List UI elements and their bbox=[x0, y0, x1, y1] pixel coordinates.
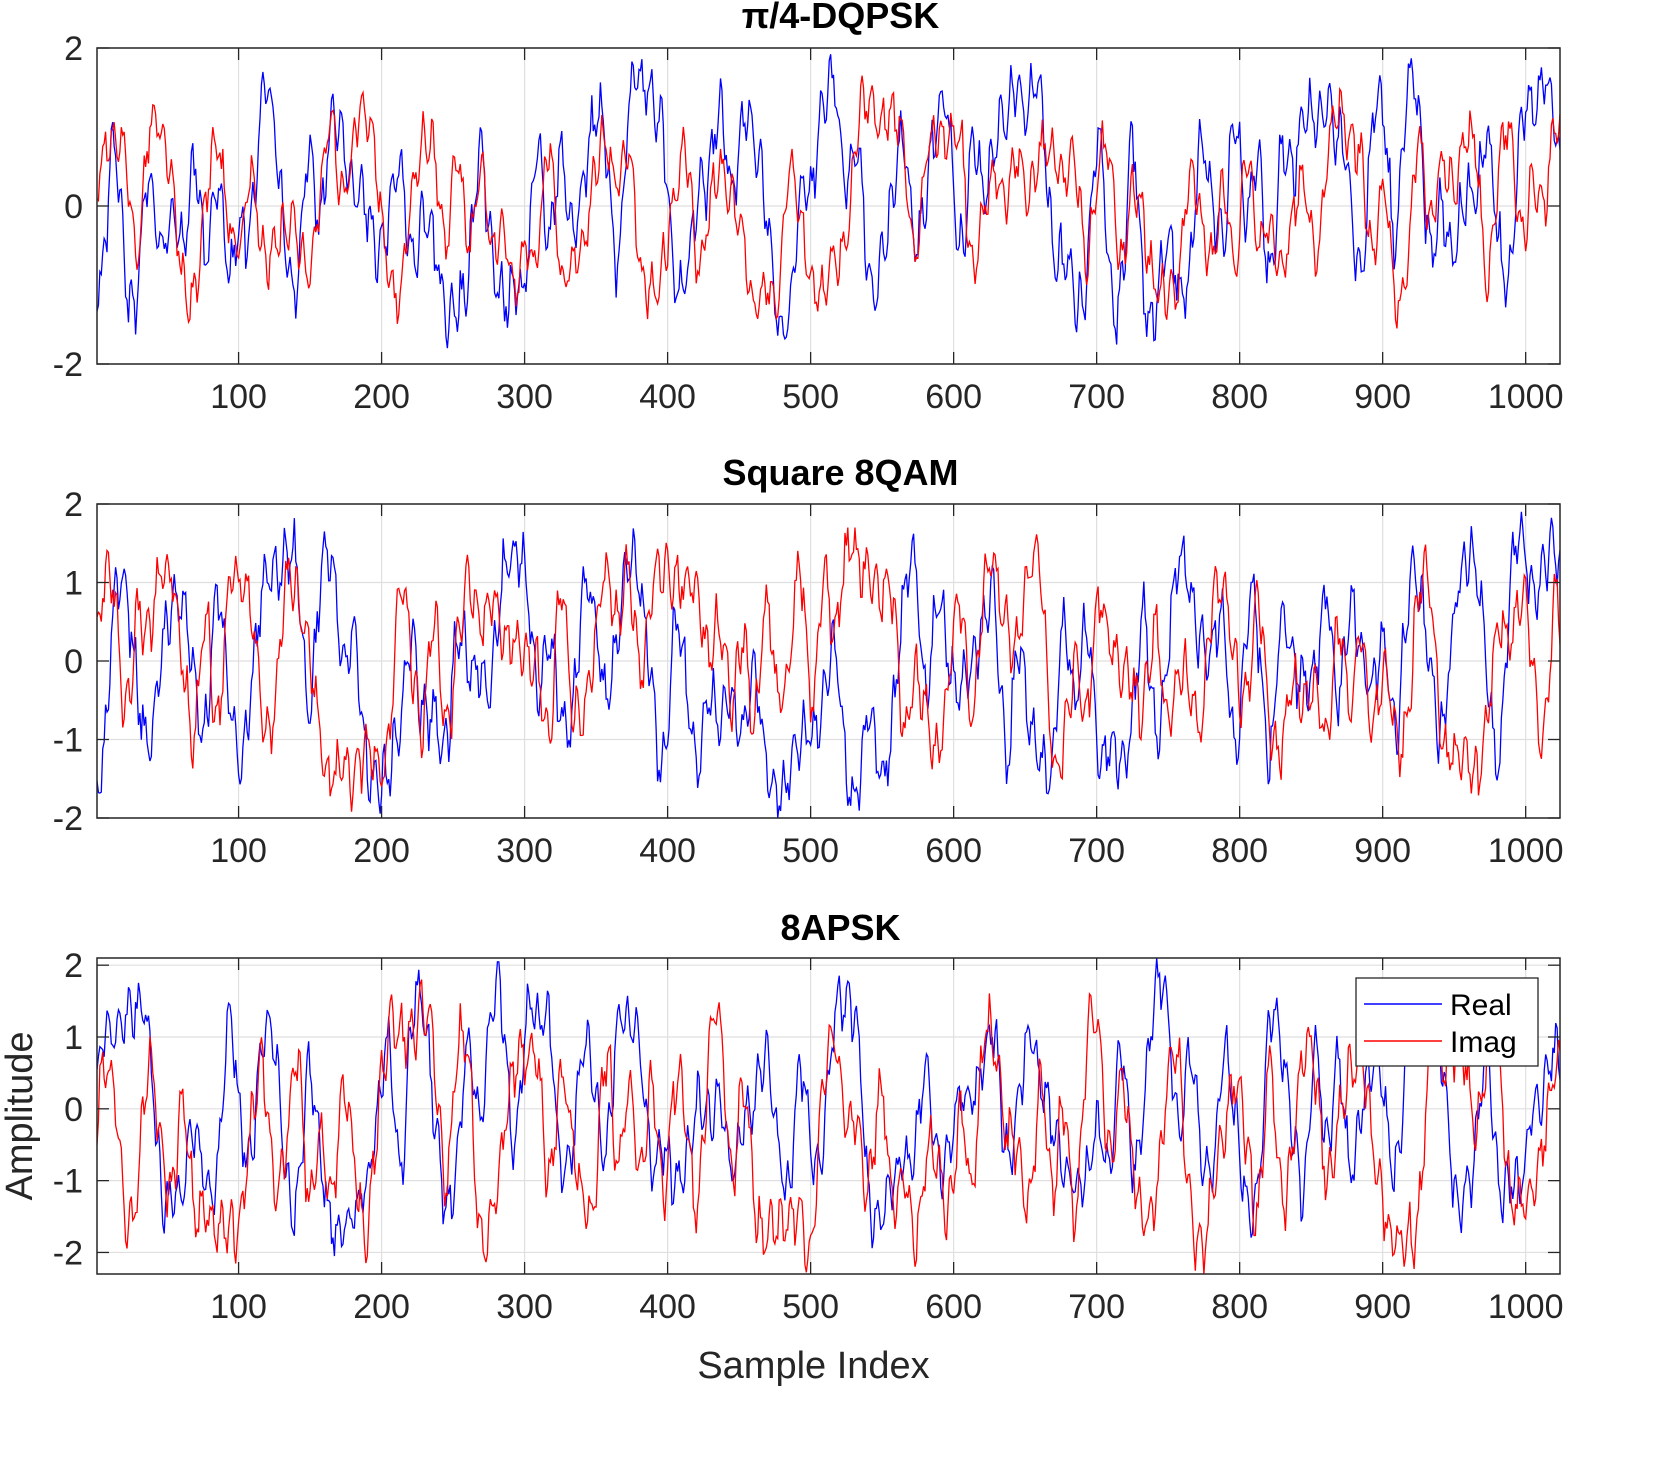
y-tick-label: 0 bbox=[64, 188, 83, 226]
x-tick-label: 900 bbox=[1354, 1288, 1411, 1326]
x-tick-label: 1000 bbox=[1488, 832, 1564, 870]
x-tick-label: 800 bbox=[1211, 832, 1268, 870]
y-tick-label: 1 bbox=[64, 1019, 83, 1057]
y-tick-label: 0 bbox=[64, 643, 83, 681]
x-tick-label: 500 bbox=[782, 378, 839, 416]
y-tick-label: 0 bbox=[64, 1091, 83, 1129]
legend-box bbox=[1355, 977, 1539, 1067]
x-tick-label: 400 bbox=[639, 832, 696, 870]
x-tick-label: 1000 bbox=[1488, 378, 1564, 416]
y-tick-label: 2 bbox=[64, 30, 83, 68]
y-tick-label: 2 bbox=[64, 947, 83, 985]
panel-2: 100 200 300 400 500 600 700 800 900 1000 2 1 0 -1 -2 Sq… bbox=[53, 452, 1564, 870]
y-tick-label: -1 bbox=[53, 722, 83, 760]
series-line-real bbox=[97, 958, 1560, 1257]
x-tick-label: 100 bbox=[210, 1288, 267, 1326]
x-tick-label: 500 bbox=[782, 832, 839, 870]
x-tick-label: 100 bbox=[210, 378, 267, 416]
x-tick-label: 400 bbox=[639, 1288, 696, 1326]
series-line-real bbox=[97, 54, 1560, 349]
y-tick-label: -2 bbox=[53, 346, 83, 384]
panel-title: Square 8QAM bbox=[722, 452, 958, 493]
legend-label-imag: Imag bbox=[1450, 1026, 1517, 1059]
x-tick-label: 200 bbox=[353, 378, 410, 416]
x-tick-label: 600 bbox=[925, 832, 982, 870]
y-tick-label: -2 bbox=[53, 1234, 83, 1272]
x-tick-label: 300 bbox=[496, 832, 553, 870]
x-axis-label: Sample Index bbox=[697, 1345, 929, 1387]
x-tick-label: 700 bbox=[1068, 378, 1125, 416]
y-tick-label: 2 bbox=[64, 486, 83, 524]
x-tick-label: 200 bbox=[353, 832, 410, 870]
y-tick-label: -1 bbox=[53, 1163, 83, 1201]
series-line-imag bbox=[97, 979, 1560, 1274]
x-tick-label: 600 bbox=[925, 1288, 982, 1326]
x-tick-label: 300 bbox=[496, 1288, 553, 1326]
x-tick-label: 100 bbox=[210, 832, 267, 870]
x-tick-label: 700 bbox=[1068, 1288, 1125, 1326]
panel-title: 8APSK bbox=[780, 907, 900, 948]
series-line-imag bbox=[97, 527, 1560, 812]
x-tick-label: 600 bbox=[925, 378, 982, 416]
x-tick-label: 1000 bbox=[1488, 1288, 1564, 1326]
panel-1: 100 200 300 400 500 600 700 800 900 1000 2 0 -2 π/4-D… bbox=[53, 0, 1564, 416]
panel-3: 100 200 300 400 500 600 700 800 900 1000 2 1 0 -1 -2 8A… bbox=[0, 907, 1563, 1387]
x-tick-label: 900 bbox=[1354, 378, 1411, 416]
legend-label-real: Real bbox=[1450, 989, 1512, 1022]
x-tick-label: 300 bbox=[496, 378, 553, 416]
y-tick-label: 1 bbox=[64, 565, 83, 603]
plot-area bbox=[97, 958, 1560, 1274]
panel-title: π/4-DQPSK bbox=[742, 0, 940, 36]
series-line-imag bbox=[97, 75, 1560, 329]
legend: Real Imag bbox=[1355, 977, 1539, 1067]
x-tick-label: 500 bbox=[782, 1288, 839, 1326]
x-tick-label: 900 bbox=[1354, 832, 1411, 870]
y-tick-label: -2 bbox=[53, 800, 83, 838]
x-tick-label: 700 bbox=[1068, 832, 1125, 870]
x-tick-label: 800 bbox=[1211, 378, 1268, 416]
x-tick-label: 800 bbox=[1211, 1288, 1268, 1326]
y-axis-label: Amplitude bbox=[0, 1032, 41, 1201]
x-tick-label: 400 bbox=[639, 378, 696, 416]
x-tick-label: 200 bbox=[353, 1288, 410, 1326]
axes-box bbox=[96, 957, 1561, 1275]
